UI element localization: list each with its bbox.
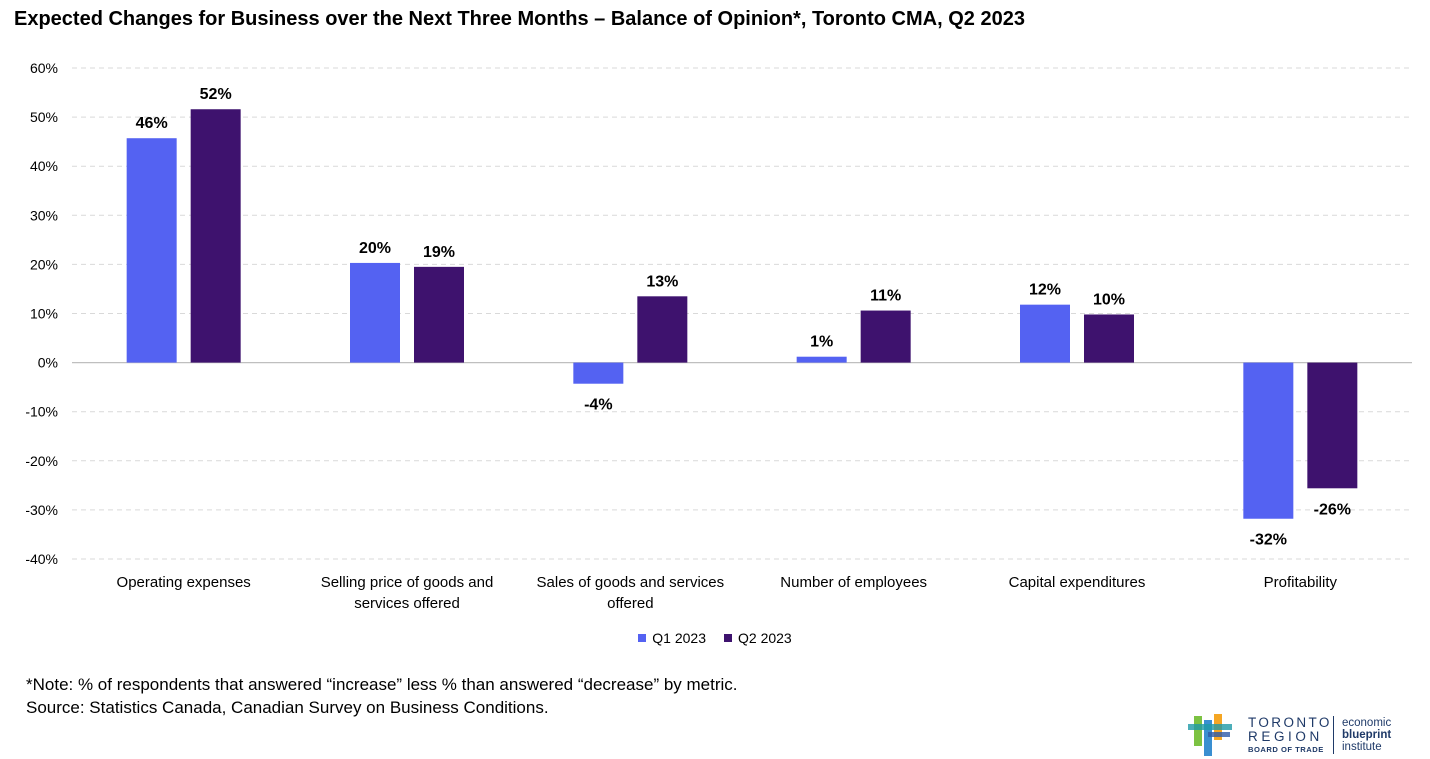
y-tick-label: -10% <box>25 404 58 420</box>
bar-q2 <box>190 109 241 363</box>
y-tick-label: -20% <box>25 453 58 469</box>
bar-q2 <box>860 310 911 363</box>
y-tick-label: 40% <box>30 158 58 174</box>
category-label: Capital expenditures <box>1009 574 1146 591</box>
logo-line-1: TORONTO <box>1248 715 1332 730</box>
bar-q2 <box>414 266 464 363</box>
category-label: Selling price of goods and <box>321 574 494 591</box>
source-text: Source: Statistics Canada, Canadian Surv… <box>26 698 549 717</box>
logo-divider <box>1333 716 1334 754</box>
logo-line-3: BOARD OF TRADE <box>1248 745 1324 754</box>
legend-label-q1: Q1 2023 <box>652 630 706 646</box>
logo-line-2: REGION <box>1248 729 1323 744</box>
bar-q1 <box>1020 304 1070 363</box>
data-label: -26% <box>1314 501 1351 518</box>
legend-label-q2: Q2 2023 <box>738 630 792 646</box>
bar-q1 <box>1243 362 1294 519</box>
trbot-logo-mark-icon <box>1188 714 1232 756</box>
data-label: -4% <box>584 397 612 414</box>
data-label: 52% <box>200 86 232 103</box>
footnotes: *Note: % of respondents that answered “i… <box>26 673 738 719</box>
data-label: 13% <box>646 273 678 290</box>
category-label: services offered <box>354 595 460 612</box>
data-label: 20% <box>359 240 391 257</box>
note-text: *Note: % of respondents that answered “i… <box>26 675 738 694</box>
bar-q2 <box>1084 314 1134 363</box>
category-label: Number of employees <box>780 574 927 591</box>
category-label: Sales of goods and services <box>537 574 725 591</box>
y-tick-label: 20% <box>30 256 58 272</box>
y-tick-label: 60% <box>30 60 58 76</box>
y-tick-label: -40% <box>25 551 58 567</box>
y-tick-label: 0% <box>38 355 58 371</box>
data-label: 12% <box>1029 282 1061 299</box>
y-axis: 60% 50% 40% 30% 20% 10% 0% -10% -20% -30% -40% <box>25 60 58 567</box>
chart-title: Expected Changes for Business over the N… <box>14 8 1025 30</box>
y-tick-label: 30% <box>30 207 58 223</box>
bars <box>126 109 1358 519</box>
bar-q1 <box>126 138 177 363</box>
legend-item-q1: Q1 2023 <box>638 630 706 646</box>
legend-swatch-q2 <box>724 634 732 642</box>
data-label: 10% <box>1093 291 1125 308</box>
x-axis: Operating expenses Selling price of goods… <box>117 574 1338 612</box>
legend-item-q2: Q2 2023 <box>724 630 792 646</box>
data-label: 46% <box>136 115 168 132</box>
data-label: 11% <box>870 288 901 305</box>
y-tick-label: 50% <box>30 109 58 125</box>
data-label: -32% <box>1250 532 1287 549</box>
bar-q1 <box>796 356 847 363</box>
category-label: offered <box>607 595 653 612</box>
y-tick-label: -30% <box>25 502 58 518</box>
legend-swatch-q1 <box>638 634 647 642</box>
bar-q2 <box>637 296 688 363</box>
data-labels: 46% 52% 20% 19% -4% 13% 1% 11% 12% 10% -32% -26% <box>136 86 1351 548</box>
bar-q2 <box>1307 362 1358 489</box>
gridlines <box>72 67 1412 560</box>
logo-ebi-3: institute <box>1342 741 1382 753</box>
logo-ebi-2: blueprint <box>1342 729 1392 741</box>
logo-ebi-1: economic <box>1342 717 1392 729</box>
category-label: Operating expenses <box>117 574 251 591</box>
category-label: Profitability <box>1264 574 1338 591</box>
bar-q1 <box>573 362 624 384</box>
legend: Q1 2023 Q2 2023 <box>0 630 1430 646</box>
bar-chart: 60% 50% 40% 30% 20% 10% 0% -10% -20% -30% -40% 46%… <box>25 60 1412 612</box>
trbot-ebi-logo: TORONTO REGION BOARD OF TRADE economic b… <box>1186 712 1406 758</box>
bar-q1 <box>350 262 400 363</box>
y-tick-label: 10% <box>30 306 58 322</box>
data-label: 1% <box>810 334 833 351</box>
data-label: 19% <box>423 244 455 261</box>
